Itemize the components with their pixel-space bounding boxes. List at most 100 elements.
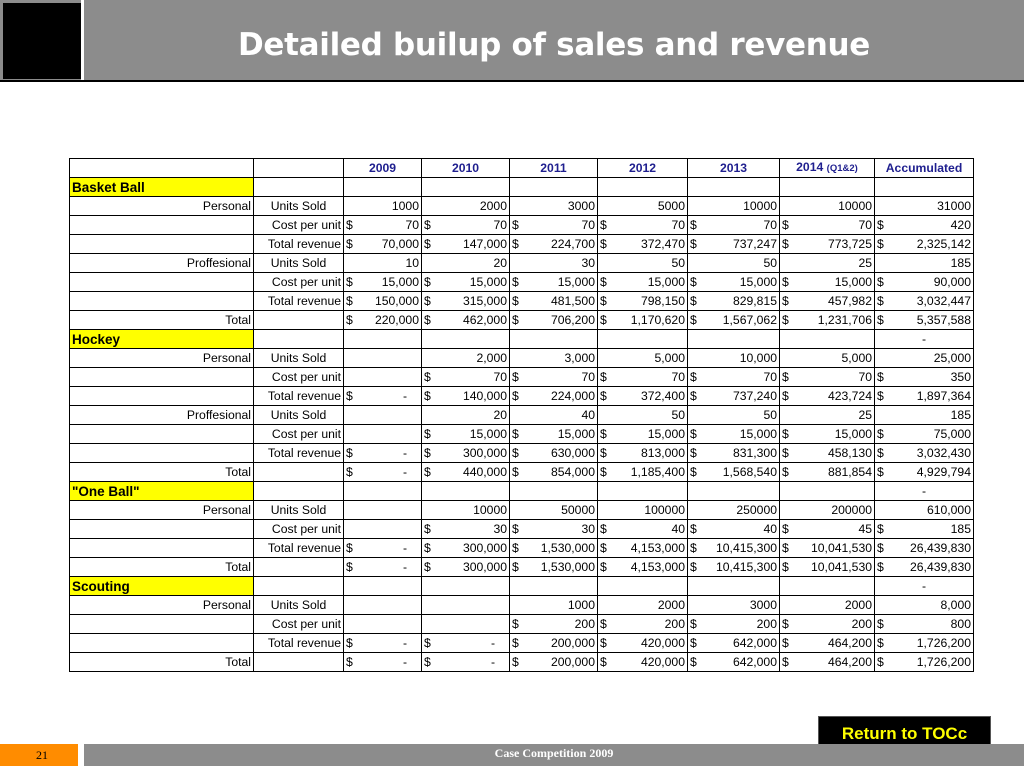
value-cell: $30 <box>509 519 598 539</box>
cell-value: 300,000 <box>462 445 507 460</box>
cell-value: 70 <box>581 369 595 384</box>
cell-value: - <box>402 445 407 460</box>
value-cell: $315,000 <box>421 291 510 311</box>
accumulated-cell: $420 <box>874 215 974 235</box>
currency-symbol: $ <box>600 388 607 403</box>
value-cell: 25 <box>779 253 875 273</box>
cell-value: 831,300 <box>732 445 777 460</box>
value-cell: $224,700 <box>509 234 598 254</box>
currency-symbol: $ <box>782 274 789 289</box>
value-cell: $458,130 <box>779 443 875 463</box>
cell-value: 2000 <box>844 597 872 612</box>
value-cell: $70 <box>779 215 875 235</box>
cell-value: 1,530,000 <box>540 540 595 555</box>
cell-value: 50 <box>671 255 685 270</box>
currency-symbol: $ <box>877 217 884 232</box>
table-row: Total $ - $300,000 $1,530,000 $4,153,000 $10,4… <box>69 557 974 577</box>
value-cell: $45 <box>779 519 875 539</box>
value-cell: $372,470 <box>597 234 688 254</box>
currency-symbol: $ <box>346 312 353 327</box>
value-cell: $881,854 <box>779 462 875 482</box>
row-label <box>69 538 254 558</box>
metric-label: Units Sold <box>253 595 344 615</box>
cell-value: 737,240 <box>732 388 777 403</box>
currency-symbol: $ <box>690 540 697 555</box>
currency-symbol: $ <box>782 217 789 232</box>
table-row: Total $220,000 $462,000 $706,200 $1,170,620 $… <box>69 310 974 330</box>
currency-symbol: $ <box>512 217 519 232</box>
cell-value: 3,032,447 <box>916 293 971 308</box>
value-cell: $70,000 <box>343 234 422 254</box>
currency-symbol: $ <box>424 369 431 384</box>
currency-symbol: $ <box>600 236 607 251</box>
currency-symbol: $ <box>512 654 519 669</box>
value-cell: $150,000 <box>343 291 422 311</box>
table-row: Personal Units Sold 10000 50000 100000 250000… <box>69 500 974 520</box>
cell-value: 4,153,000 <box>630 559 685 574</box>
metric-label: Cost per unit <box>253 519 344 539</box>
cell-value: 10 <box>405 255 419 270</box>
row-label: Total <box>69 652 254 672</box>
currency-symbol: $ <box>600 635 607 650</box>
currency-symbol: $ <box>600 293 607 308</box>
value-cell: $70 <box>687 215 780 235</box>
value-cell: $70 <box>509 367 598 387</box>
cell-value: 10,415,300 <box>716 559 777 574</box>
currency-symbol: $ <box>512 293 519 308</box>
currency-symbol: $ <box>424 274 431 289</box>
currency-symbol: $ <box>346 559 353 574</box>
metric-label: Units Sold <box>253 405 344 425</box>
accumulated-cell: $3,032,430 <box>874 443 974 463</box>
cell-value: 10,415,300 <box>716 540 777 555</box>
cell-value: 1,231,706 <box>817 312 872 327</box>
currency-symbol: $ <box>424 388 431 403</box>
cell-value: 423,724 <box>827 388 872 403</box>
currency-symbol: $ <box>346 445 353 460</box>
value-cell: $462,000 <box>421 310 510 330</box>
value-cell: $813,000 <box>597 443 688 463</box>
cell-value: 642,000 <box>732 635 777 650</box>
cell-value: 420,000 <box>640 654 685 669</box>
currency-symbol: $ <box>600 369 607 384</box>
value-cell: $4,153,000 <box>597 538 688 558</box>
cell-value: 3000 <box>749 597 777 612</box>
header-2012: 2012 <box>597 158 688 178</box>
metric-label: Total revenue <box>253 234 344 254</box>
value-cell <box>343 500 422 520</box>
currency-symbol: $ <box>782 635 789 650</box>
currency-symbol: $ <box>690 312 697 327</box>
currency-symbol: $ <box>690 274 697 289</box>
cell-value: 30 <box>493 521 507 536</box>
currency-symbol: $ <box>512 464 519 479</box>
cell-value: 1,567,062 <box>722 312 777 327</box>
value-cell: 25 <box>779 405 875 425</box>
currency-symbol: $ <box>512 616 519 631</box>
cell-value: 200,000 <box>550 635 595 650</box>
cell-value: 4,929,794 <box>916 464 971 479</box>
accumulated-cell: $800 <box>874 614 974 634</box>
value-cell: $ - <box>343 633 422 653</box>
cell-value: 70 <box>671 369 685 384</box>
cell-value: 15,000 <box>557 426 595 441</box>
cell-value: 50 <box>671 407 685 422</box>
cell-value: 462,000 <box>462 312 507 327</box>
value-cell: $481,500 <box>509 291 598 311</box>
cell-value: 800 <box>950 616 971 631</box>
table-row: "One Ball" - <box>69 481 974 501</box>
row-label: Total <box>69 557 254 577</box>
cell-value: 1,897,364 <box>916 388 971 403</box>
value-cell: $30 <box>421 519 510 539</box>
value-cell: 250000 <box>687 500 780 520</box>
cell-value: 70 <box>405 217 419 232</box>
value-cell: $70 <box>421 367 510 387</box>
title-bar: Detailed builup of sales and revenue <box>0 0 1024 80</box>
accumulated-cell: 185 <box>874 405 974 425</box>
accumulated-cell: $26,439,830 <box>874 557 974 577</box>
value-cell: $200,000 <box>509 652 598 672</box>
value-cell: 1000 <box>509 595 598 615</box>
cell-value: 200000 <box>831 502 872 517</box>
accumulated-cell: $26,439,830 <box>874 538 974 558</box>
section-label: Basket Ball <box>69 177 254 197</box>
currency-symbol: $ <box>690 426 697 441</box>
value-cell <box>343 595 422 615</box>
